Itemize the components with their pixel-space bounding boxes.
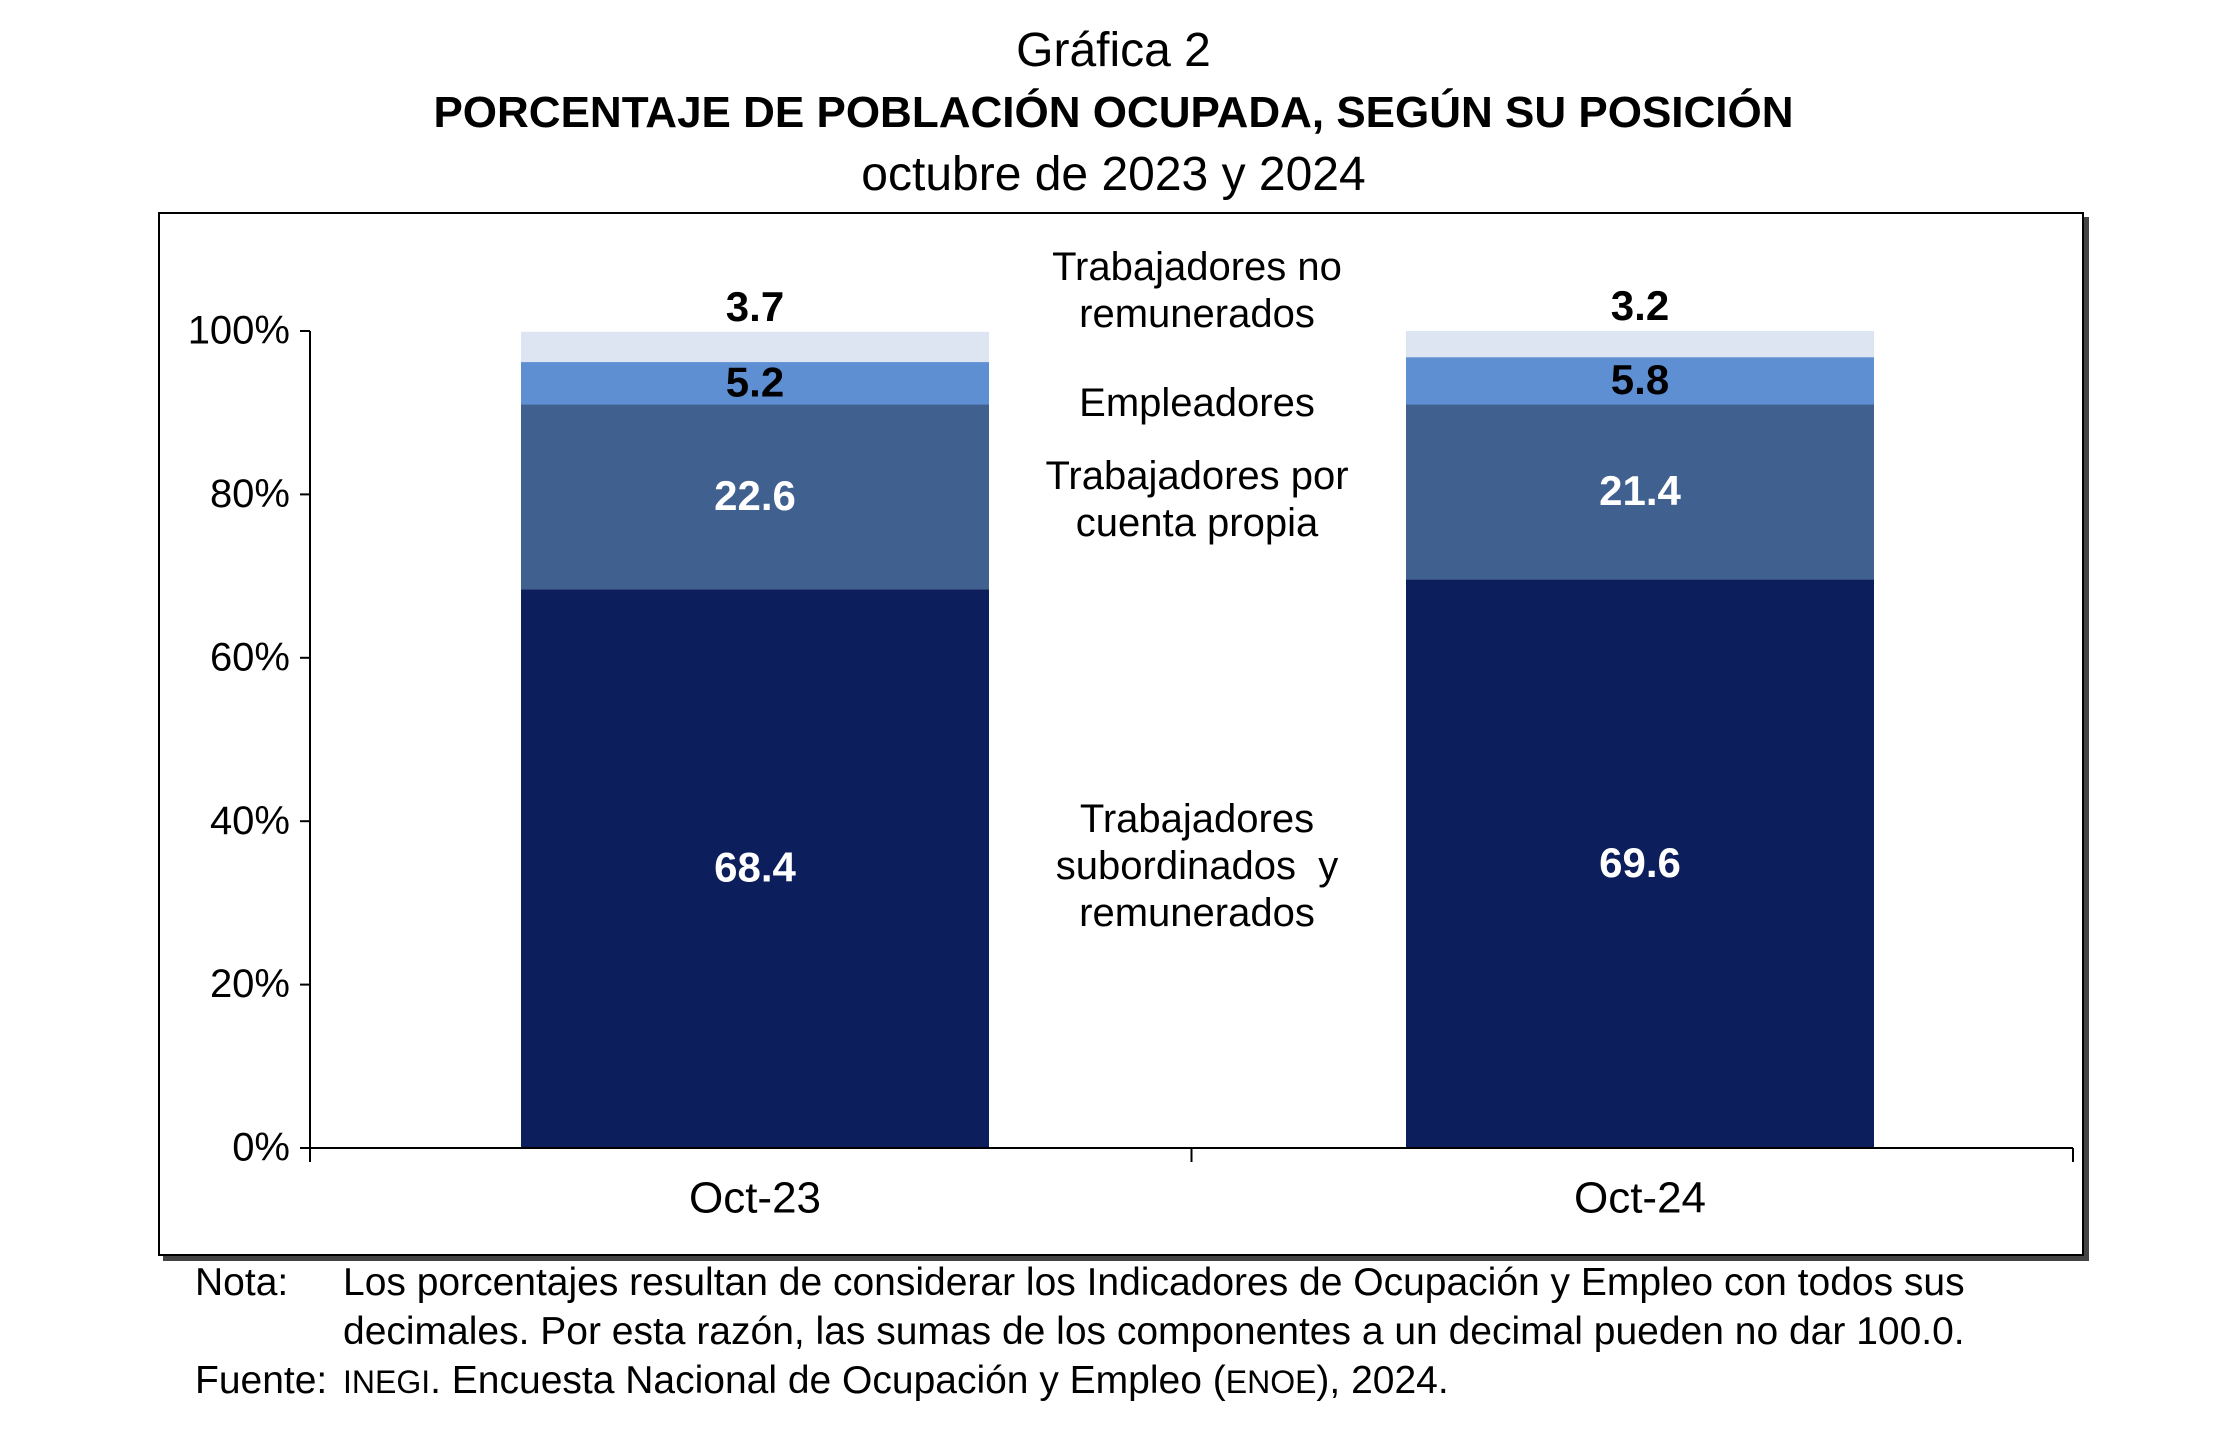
notes: Nota: Los porcentajes resultan de consid… (195, 1258, 2095, 1407)
x-tick-label: Oct-24 (1574, 1174, 1706, 1223)
y-tick-label: 60% (210, 635, 290, 679)
data-label: 21.4 (1599, 467, 1681, 514)
series-label: remunerados (1079, 891, 1315, 935)
source-label: Fuente: (195, 1359, 328, 1402)
data-label: 69.6 (1599, 839, 1681, 886)
bar-segment (1406, 404, 1874, 580)
bar-segment (1406, 331, 1874, 358)
chart-frame: 68.4 22.6 5.2 3.7 Oct-23 69.6 21.4 5.8 3.2 Oct-24… (158, 212, 2084, 1256)
source-abbr: ENOE (1225, 1364, 1317, 1400)
chart-number: Gráfica 2 (1016, 24, 1211, 77)
data-label: 68.4 (714, 844, 796, 891)
note-label: Nota: (195, 1261, 289, 1304)
y-tick-label: 40% (210, 799, 290, 843)
bar-segment (521, 404, 989, 590)
chart-title: PORCENTAJE DE POBLACIÓN OCUPADA, SEGÚN S… (433, 88, 1794, 137)
x-tick-label: Oct-23 (689, 1174, 821, 1223)
data-label: 3.2 (1611, 282, 1669, 329)
series-label: subordinados y (1056, 844, 1338, 888)
series-label: remunerados (1079, 292, 1315, 336)
note-line-2: decimales. Por esta razón, las sumas de … (343, 1310, 1965, 1353)
y-tick-label: 20% (210, 962, 290, 1006)
data-label: 5.2 (726, 358, 784, 405)
y-tick-label: 100% (188, 309, 290, 353)
note-text: Los porcentajes resultan de considerar l… (343, 1258, 2095, 1356)
bar-segment (1406, 579, 1874, 1148)
series-label: Trabajadores por (1045, 454, 1348, 498)
chart-title-block: Gráfica 2 PORCENTAJE DE POBLACIÓN OCUPAD… (0, 20, 2227, 206)
bar-segment (1406, 357, 1874, 405)
source-text-1: . Encuesta Nacional de Ocupación y Emple… (430, 1359, 1226, 1402)
note-row: Nota: Los porcentajes resultan de consid… (195, 1258, 2095, 1356)
series-label: Trabajadores (1080, 797, 1314, 841)
source-text-2: ), 2024. (1316, 1359, 1449, 1402)
bar-segment (521, 331, 989, 363)
y-tick-label: 0% (232, 1126, 290, 1170)
source-row: Fuente: INEGI. Encuesta Nacional de Ocup… (195, 1356, 2095, 1407)
data-label: 5.8 (1611, 356, 1669, 403)
series-label: Trabajadores no (1052, 245, 1342, 289)
chart-period: octubre de 2023 y 2024 (861, 148, 1366, 201)
data-label: 3.7 (726, 283, 784, 330)
data-label: 22.6 (714, 472, 796, 519)
bar-segment (521, 362, 989, 405)
source-org: INEGI (343, 1364, 431, 1400)
note-line-1: Los porcentajes resultan de considerar l… (343, 1261, 1965, 1304)
series-label: cuenta propia (1076, 501, 1319, 545)
series-label: Empleadores (1079, 381, 1315, 425)
stacked-bar-chart: 68.4 22.6 5.2 3.7 Oct-23 69.6 21.4 5.8 3.2 Oct-24… (188, 245, 2074, 1223)
source-text: INEGI. Encuesta Nacional de Ocupación y … (343, 1356, 2095, 1407)
bar-segment (521, 589, 989, 1148)
y-tick-label: 80% (210, 472, 290, 516)
